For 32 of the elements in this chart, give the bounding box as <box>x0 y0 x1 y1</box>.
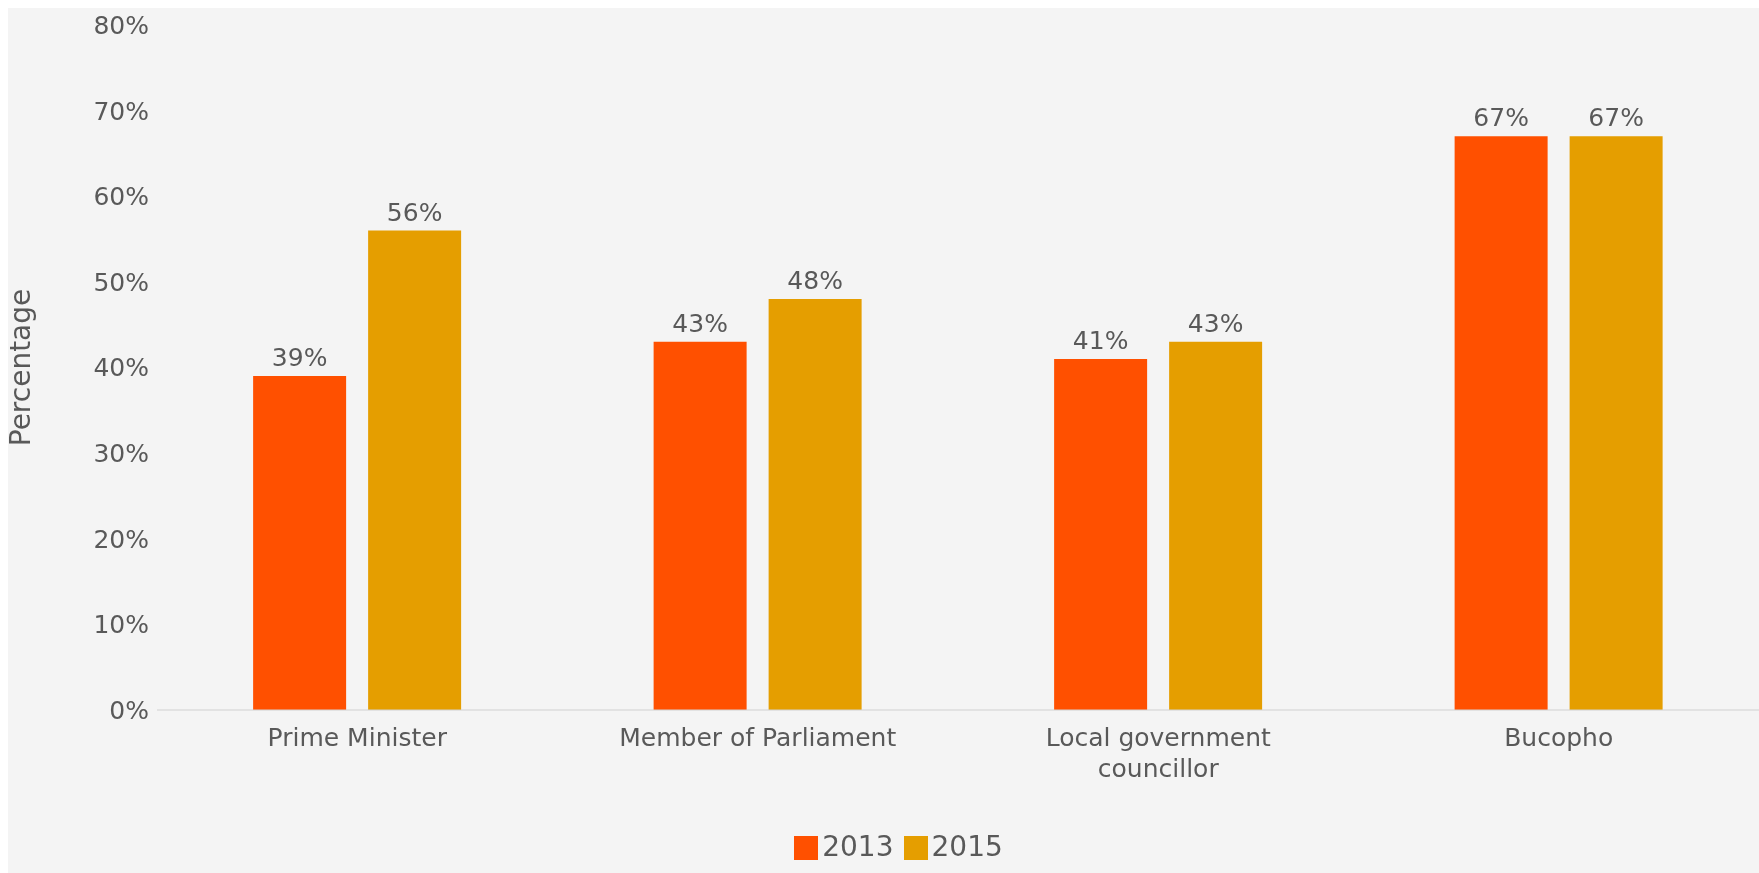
y-tick-label: 40% <box>93 353 149 383</box>
legend-label: 2013 <box>822 830 894 863</box>
y-tick-label: 50% <box>93 267 149 297</box>
bar <box>1169 341 1263 710</box>
x-tick-label: Local government councillor <box>1045 723 1272 783</box>
y-tick-label: 60% <box>93 182 149 212</box>
data-label: 67% <box>1588 103 1644 133</box>
bar <box>253 376 347 710</box>
data-label: 41% <box>1072 325 1129 355</box>
data-label: 48% <box>787 266 843 295</box>
data-label: 43% <box>1187 308 1244 338</box>
bar <box>368 230 462 710</box>
y-tick-label: 20% <box>93 524 149 554</box>
bar <box>768 299 862 710</box>
bar <box>653 341 747 710</box>
bar <box>1454 136 1548 710</box>
data-label: 39% <box>271 343 328 373</box>
x-tick-label: Bucopho <box>1504 723 1614 752</box>
bar <box>1054 358 1148 710</box>
x-tick-label: Member of Parliament <box>619 723 897 752</box>
y-tick-label: 0% <box>109 695 149 725</box>
y-tick-label: 70% <box>93 96 149 126</box>
y-tick-label: 10% <box>93 610 149 640</box>
data-label: 56% <box>386 197 443 227</box>
data-label: 67% <box>1473 103 1529 133</box>
bar <box>1569 136 1663 710</box>
y-tick-label: 80% <box>93 10 149 40</box>
y-axis-title: Percentage <box>3 288 37 447</box>
x-tick-label: Prime Minister <box>267 723 448 752</box>
data-label: 43% <box>672 308 728 338</box>
y-tick-label: 30% <box>93 439 149 468</box>
legend-label: 2015 <box>931 830 1003 863</box>
